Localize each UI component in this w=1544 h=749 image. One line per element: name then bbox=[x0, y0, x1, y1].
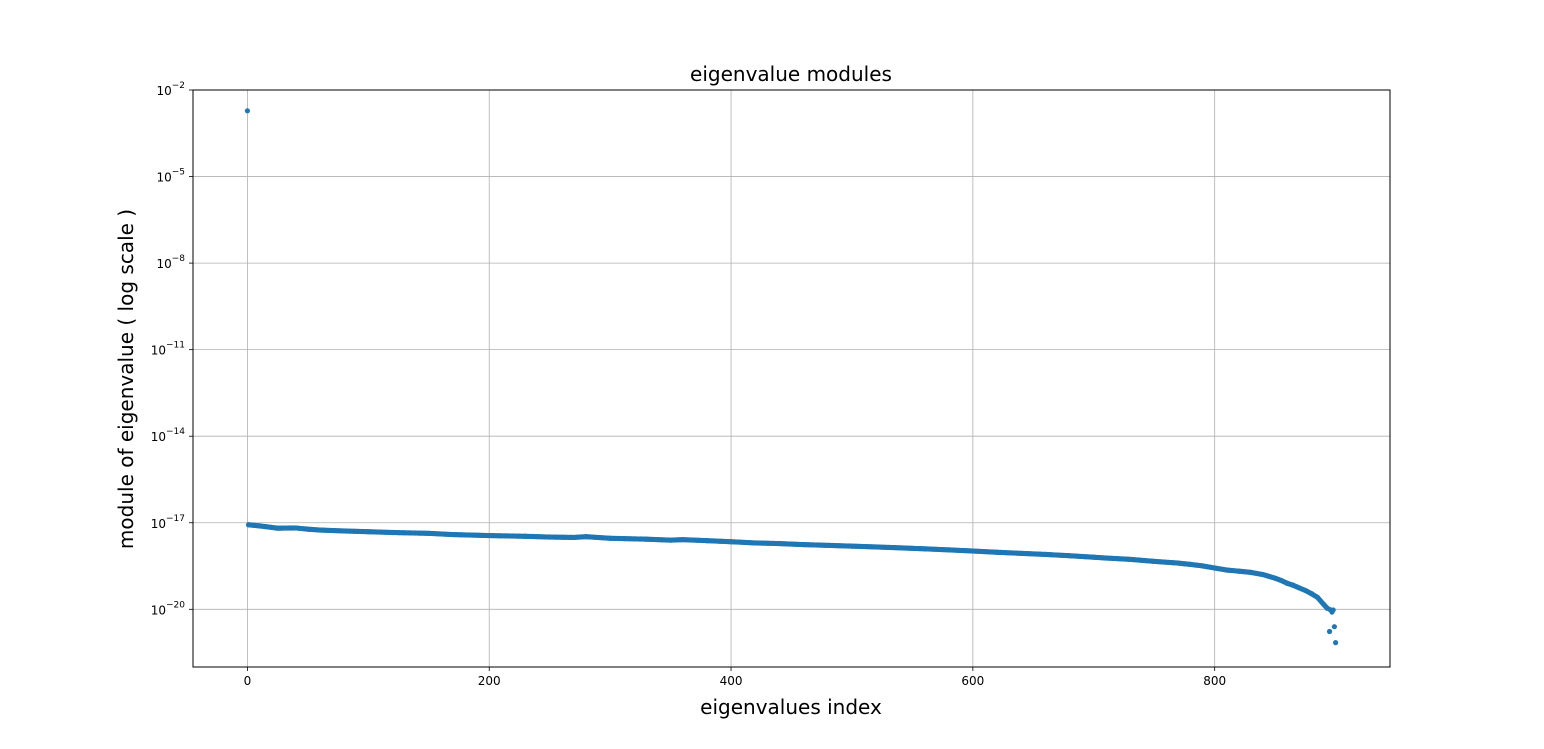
data-point bbox=[849, 543, 855, 549]
data-point bbox=[800, 541, 807, 548]
y-tick-exponent: −14 bbox=[166, 427, 185, 437]
data-point bbox=[667, 537, 674, 543]
y-tick-label: 10−5 bbox=[156, 168, 185, 185]
y-tick-base: 10 bbox=[151, 344, 166, 358]
data-point bbox=[1308, 591, 1315, 597]
data-point bbox=[275, 525, 281, 531]
x-tick-label: 400 bbox=[720, 674, 743, 688]
y-tick-label: 10−17 bbox=[151, 514, 185, 531]
y-axis-label: module of eigenvalue ( log scale ) bbox=[114, 209, 138, 549]
y-tick-base: 10 bbox=[156, 171, 171, 185]
data-point bbox=[1278, 577, 1284, 584]
data-point bbox=[1127, 556, 1133, 562]
data-point bbox=[1103, 555, 1109, 561]
data-point bbox=[1284, 580, 1290, 586]
data-point bbox=[450, 531, 456, 538]
data-point bbox=[486, 532, 492, 539]
y-tick-exponent: −17 bbox=[166, 514, 185, 524]
y-tick-label: 10−2 bbox=[156, 81, 185, 98]
y-tick-base: 10 bbox=[151, 430, 166, 444]
data-point bbox=[1018, 550, 1024, 556]
data-point bbox=[1187, 561, 1194, 568]
data-point bbox=[1260, 571, 1266, 578]
data-point bbox=[1066, 553, 1073, 559]
plot-frame bbox=[192, 89, 1391, 668]
data-points bbox=[244, 108, 1339, 646]
data-point bbox=[1330, 607, 1336, 613]
x-tick-label: 200 bbox=[478, 674, 501, 688]
data-point bbox=[256, 523, 263, 529]
data-point bbox=[305, 526, 311, 532]
data-point bbox=[1199, 563, 1206, 569]
data-point bbox=[365, 529, 371, 535]
data-point bbox=[246, 522, 252, 528]
data-point bbox=[873, 544, 879, 550]
y-tick-exponent: −5 bbox=[172, 168, 185, 178]
data-point bbox=[1331, 624, 1337, 630]
y-tick-exponent: −20 bbox=[166, 600, 185, 610]
chart-title: eigenvalue modules bbox=[690, 62, 892, 86]
data-point bbox=[389, 529, 396, 536]
data-point bbox=[680, 537, 686, 543]
data-point bbox=[776, 540, 783, 547]
data-point bbox=[1302, 587, 1308, 594]
data-point bbox=[1314, 594, 1321, 600]
data-point bbox=[752, 540, 758, 546]
data-point bbox=[1212, 565, 1218, 571]
data-point bbox=[1326, 628, 1333, 635]
data-point bbox=[607, 535, 613, 541]
grid bbox=[193, 89, 1390, 667]
y-tick-label: 10−14 bbox=[151, 427, 186, 444]
y-tick-exponent: −2 bbox=[172, 81, 185, 91]
data-point bbox=[1296, 585, 1302, 591]
y-tick-label: 10−8 bbox=[156, 254, 185, 271]
data-point bbox=[1248, 569, 1254, 576]
data-point bbox=[583, 534, 589, 540]
y-tick-base: 10 bbox=[156, 257, 171, 271]
y-tick-label: 10−11 bbox=[151, 341, 185, 358]
data-point bbox=[341, 528, 347, 534]
data-point bbox=[244, 108, 251, 114]
data-point bbox=[1332, 640, 1339, 646]
data-point bbox=[1042, 551, 1049, 557]
data-point bbox=[1091, 554, 1097, 560]
data-point bbox=[1236, 568, 1242, 574]
data-point bbox=[897, 545, 903, 551]
y-tick-base: 10 bbox=[151, 517, 166, 531]
data-point bbox=[1151, 558, 1157, 564]
data-point bbox=[704, 538, 710, 544]
y-tick-label: 10−20 bbox=[151, 600, 186, 617]
data-point bbox=[547, 534, 553, 540]
y-tick-exponent: −11 bbox=[166, 341, 185, 351]
data-point bbox=[293, 525, 299, 531]
x-tick-label: 0 bbox=[244, 674, 252, 688]
x-axis-ticks: 0 200 400 600 800 bbox=[244, 667, 1226, 688]
data-point bbox=[1224, 567, 1230, 573]
data-point bbox=[1290, 582, 1296, 588]
data-point bbox=[994, 549, 1000, 555]
data-point bbox=[921, 546, 928, 552]
data-point bbox=[426, 530, 432, 536]
y-tick-base: 10 bbox=[151, 603, 166, 617]
data-point bbox=[643, 536, 650, 542]
data-point bbox=[1175, 560, 1182, 566]
y-tick-exponent: −8 bbox=[172, 254, 186, 264]
x-tick-label: 800 bbox=[1203, 674, 1226, 688]
data-point bbox=[970, 548, 976, 554]
data-point bbox=[571, 534, 577, 541]
y-tick-base: 10 bbox=[156, 84, 171, 98]
data-point bbox=[317, 527, 323, 533]
x-tick-label: 600 bbox=[961, 674, 984, 688]
data-point bbox=[728, 539, 734, 545]
x-axis-label: eigenvalues index bbox=[700, 695, 882, 719]
data-point bbox=[825, 542, 831, 548]
data-point bbox=[1320, 601, 1327, 607]
data-point bbox=[522, 533, 529, 539]
data-point bbox=[1272, 575, 1278, 581]
data-point bbox=[946, 547, 952, 553]
